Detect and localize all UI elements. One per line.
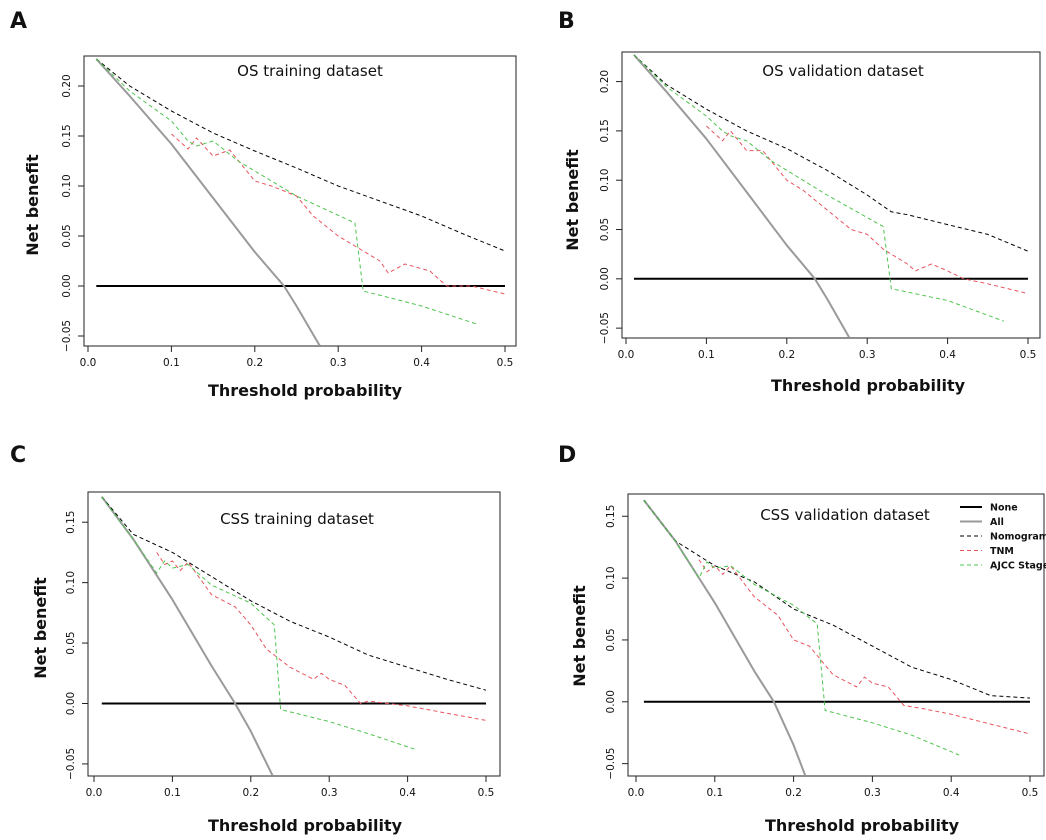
y-tick-label: −0.05	[61, 320, 73, 352]
y-tick-label: 0.15	[605, 505, 617, 528]
y-tick-label: 0.15	[599, 119, 611, 142]
y-tick-label: 0.00	[61, 274, 73, 297]
x-tick-label: 0.0	[628, 787, 645, 799]
legend: None All Nomogram TNM AJCC Stage	[960, 503, 1046, 572]
series-line-all	[633, 54, 851, 338]
y-axis-label: Net benefit	[570, 585, 589, 687]
y-tick-label: 0.05	[599, 218, 611, 241]
series-line-ajcc-stage	[95, 58, 477, 325]
y-tick-label: 0.00	[605, 690, 617, 713]
series-line-tnm	[706, 125, 1029, 295]
x-axis-label: Threshold probability	[765, 816, 960, 835]
plot-frame	[83, 55, 517, 347]
panel-title: CSS validation dataset	[760, 506, 930, 524]
y-tick-label: 0.20	[599, 70, 611, 93]
x-tick-label: 0.1	[164, 787, 181, 799]
series-line-nomogram	[633, 54, 1029, 252]
series-line-ajcc-stage	[101, 496, 416, 750]
legend-label: AJCC Stage	[990, 561, 1046, 572]
series-line-tnm	[171, 133, 506, 295]
y-tick-label: 0.05	[61, 224, 73, 247]
x-tick-label: 0.4	[413, 357, 430, 369]
x-axis-label: Threshold probability	[208, 816, 403, 835]
y-tick-label: −0.05	[605, 748, 617, 780]
y-tick-label: 0.05	[605, 628, 617, 651]
panel-letter: B	[558, 9, 575, 34]
x-tick-label: 0.3	[864, 787, 881, 799]
y-tick-label: −0.05	[65, 748, 77, 780]
x-tick-label: 0.4	[943, 787, 960, 799]
series-line-nomogram	[101, 496, 487, 691]
series-group	[100, 496, 487, 776]
legend-label: TNM	[990, 546, 1014, 557]
series-line-ajcc-stage	[633, 54, 1005, 322]
y-axis-label: Net benefit	[23, 154, 42, 256]
series-line-ajcc-stage	[643, 499, 960, 756]
series-group	[95, 58, 506, 346]
y-tick-label: 0.10	[605, 566, 617, 589]
chart-panel-d: D 0.0 0.1 0.2 0.3 0.4 0.5 −0.05 0.00 0.05 0.10 0.15…	[558, 443, 1046, 835]
legend-label: All	[990, 517, 1004, 528]
x-tick-label: 0.5	[1022, 787, 1039, 799]
x-tick-label: 0.2	[778, 349, 795, 361]
y-tick-label: 0.10	[599, 169, 611, 192]
series-group	[633, 54, 1029, 338]
x-tick-label: 0.5	[497, 357, 514, 369]
plot-frame	[87, 491, 501, 777]
x-tick-label: 0.0	[86, 787, 103, 799]
panel-letter: A	[10, 9, 27, 34]
plot-frame	[621, 51, 1041, 339]
y-tick-label: 0.20	[61, 74, 73, 97]
x-axis-label: Threshold probability	[771, 376, 966, 395]
panel-title: OS validation dataset	[762, 62, 924, 80]
x-tick-label: 0.5	[478, 787, 495, 799]
x-tick-label: 0.1	[698, 349, 715, 361]
panel-letter: D	[558, 443, 576, 468]
x-tick-label: 0.4	[939, 349, 956, 361]
panel-title: CSS training dataset	[220, 510, 374, 528]
x-tick-label: 0.2	[242, 787, 259, 799]
x-tick-label: 0.3	[330, 357, 347, 369]
y-tick-label: 0.10	[61, 174, 73, 197]
y-tick-label: 0.15	[61, 124, 73, 147]
series-line-all	[100, 496, 274, 776]
x-tick-label: 0.2	[785, 787, 802, 799]
legend-label: None	[990, 503, 1018, 514]
series-line-tnm	[698, 559, 1031, 735]
y-tick-label: 0.00	[599, 267, 611, 290]
series-group	[643, 499, 1031, 776]
y-tick-label: 0.10	[65, 571, 77, 594]
y-tick-label: −0.05	[599, 312, 611, 344]
series-line-tnm	[156, 552, 487, 721]
chart-panel-c: C 0.0 0.1 0.2 0.3 0.4 0.5 −0.05 0.00 0.05 0.10 0.15…	[10, 443, 501, 835]
x-axis-label: Threshold probability	[208, 381, 403, 400]
x-tick-label: 0.5	[1020, 349, 1037, 361]
panel-letter: C	[10, 443, 26, 468]
x-tick-label: 0.2	[246, 357, 263, 369]
plot-frame	[627, 493, 1045, 777]
x-tick-label: 0.3	[321, 787, 338, 799]
y-axis-label: Net benefit	[563, 149, 582, 251]
chart-panel-a: A 0.0 0.1 0.2 0.3 0.4 0.5 −0.05 0.00 0.05 0.10 0.15…	[10, 9, 517, 400]
series-line-all	[643, 499, 807, 776]
y-tick-label: 0.05	[65, 631, 77, 654]
x-tick-label: 0.0	[80, 357, 97, 369]
series-line-all	[95, 58, 321, 346]
y-tick-label: 0.15	[65, 511, 77, 534]
x-tick-label: 0.1	[706, 787, 723, 799]
x-tick-label: 0.0	[618, 349, 635, 361]
y-tick-label: 0.00	[65, 692, 77, 715]
legend-label: Nomogram	[990, 532, 1046, 543]
x-tick-label: 0.1	[163, 357, 180, 369]
panel-title: OS training dataset	[237, 62, 383, 80]
x-tick-label: 0.4	[399, 787, 416, 799]
series-line-nomogram	[95, 58, 506, 252]
x-tick-label: 0.3	[859, 349, 876, 361]
series-line-nomogram	[643, 499, 1031, 699]
y-axis-label: Net benefit	[31, 577, 50, 679]
chart-panel-b: B 0.0 0.1 0.2 0.3 0.4 0.5 −0.05 0.00 0.05 0.10 0.15…	[558, 9, 1041, 395]
